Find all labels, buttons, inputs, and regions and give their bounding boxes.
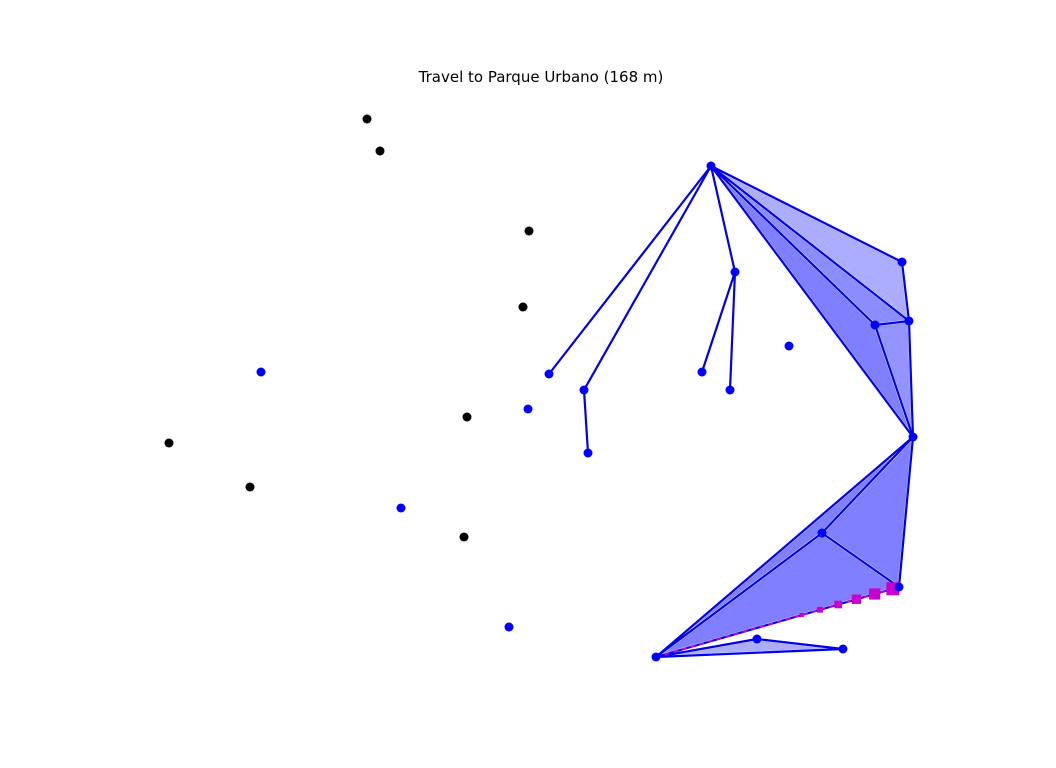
active-node bbox=[706, 161, 716, 171]
active-node bbox=[504, 622, 514, 632]
graph-edge bbox=[547, 164, 713, 376]
graph-edge bbox=[709, 164, 737, 274]
graph-edges bbox=[547, 164, 915, 659]
active-node bbox=[725, 385, 735, 395]
active-node bbox=[697, 367, 707, 377]
diagram-title: Travel to Parque Urbano (168 m) bbox=[418, 68, 664, 86]
graph-edge bbox=[728, 270, 737, 392]
route-marker bbox=[869, 588, 881, 600]
active-node bbox=[897, 257, 907, 267]
active-node bbox=[396, 503, 406, 513]
route-marker bbox=[851, 594, 862, 604]
graph-edge bbox=[700, 270, 737, 374]
inactive-node bbox=[518, 302, 528, 312]
inactive-node bbox=[362, 114, 372, 124]
graph-edge bbox=[654, 647, 845, 659]
graph-edge bbox=[654, 435, 915, 659]
active-node bbox=[544, 369, 554, 379]
route-marker bbox=[817, 606, 823, 613]
active-node bbox=[523, 404, 533, 414]
graph-edge bbox=[907, 319, 915, 439]
graph-edge bbox=[709, 164, 911, 323]
inactive-node bbox=[164, 438, 174, 448]
active-node bbox=[817, 528, 827, 538]
active-node bbox=[838, 644, 848, 654]
active-node bbox=[730, 267, 740, 277]
graph-edge bbox=[900, 260, 911, 323]
active-node bbox=[784, 341, 794, 351]
inactive-node bbox=[524, 226, 534, 236]
active-node bbox=[583, 448, 593, 458]
inactive-node bbox=[459, 532, 469, 542]
active-node bbox=[752, 634, 762, 644]
inactive-node bbox=[375, 146, 385, 156]
coverage-areas bbox=[654, 164, 915, 659]
inactive-node bbox=[462, 412, 472, 422]
active-node bbox=[651, 652, 661, 662]
graph-edge bbox=[820, 531, 901, 589]
graph-edge bbox=[654, 531, 824, 659]
active-node bbox=[904, 316, 914, 326]
graph-edge bbox=[709, 164, 877, 327]
graph-edge bbox=[755, 637, 845, 651]
graph-edge bbox=[709, 164, 915, 439]
active-node bbox=[894, 582, 904, 592]
active-node bbox=[870, 320, 880, 330]
graph-edge bbox=[709, 164, 904, 264]
inactive-node bbox=[245, 482, 255, 492]
graph-edge bbox=[873, 323, 915, 439]
route-marker bbox=[799, 613, 804, 617]
graph-edge bbox=[654, 637, 759, 659]
graph-edge bbox=[582, 164, 713, 392]
active-node bbox=[579, 385, 589, 395]
route-marker bbox=[834, 600, 843, 609]
graph-edge bbox=[820, 435, 915, 535]
active-node bbox=[908, 432, 918, 442]
graph-edge bbox=[873, 319, 911, 327]
graph-edge bbox=[897, 435, 915, 589]
graph-edge bbox=[582, 388, 590, 455]
active-node bbox=[256, 367, 266, 377]
graph-nodes bbox=[164, 114, 918, 662]
